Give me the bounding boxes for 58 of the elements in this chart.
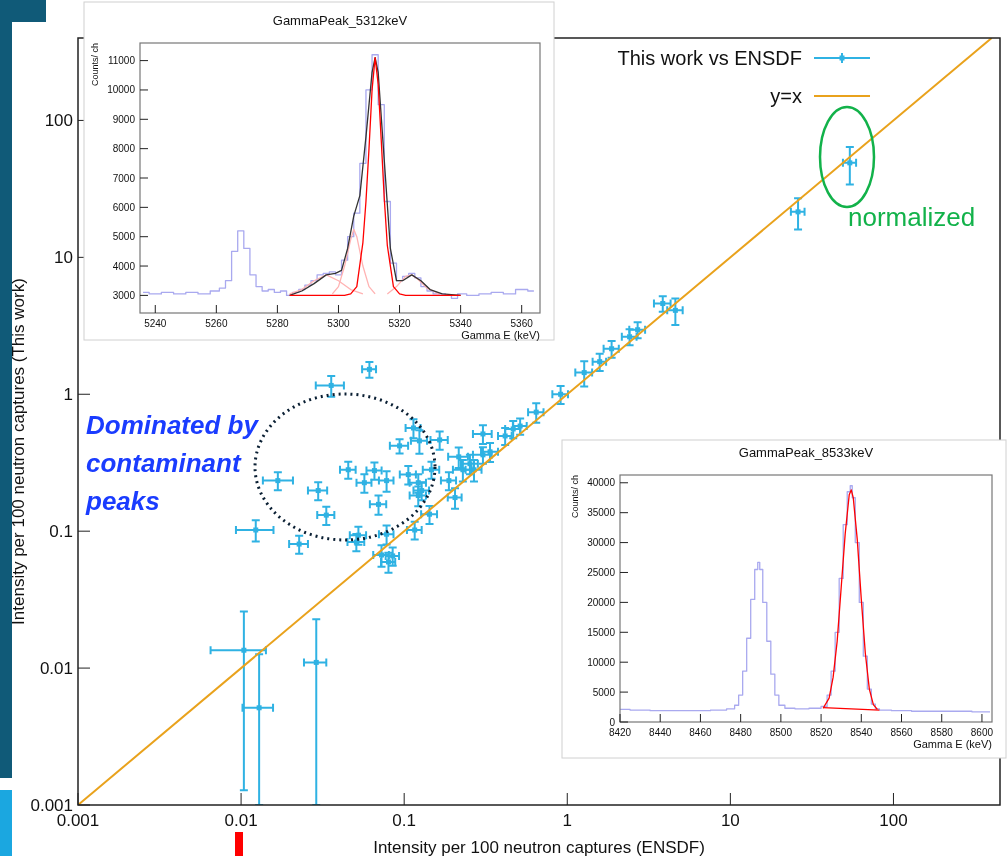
y-tick-label: 7000: [112, 172, 136, 184]
annotation: Dominated by contaminant peaks: [85, 410, 260, 516]
x-tick-label: 5320: [388, 318, 412, 329]
x-tick-label: 1: [562, 811, 573, 830]
x-tick-label: 5360: [510, 318, 534, 329]
y-tick-label: 10: [54, 248, 73, 268]
y-tick-label: 1: [63, 385, 73, 405]
y-tick-label: 15000: [587, 626, 616, 638]
x-tick-label: 5340: [449, 318, 473, 329]
y-tick-label: 40000: [587, 477, 616, 489]
x-tick-label: 8440: [649, 727, 672, 738]
y-tick-label: 9000: [112, 113, 136, 125]
legend-label: This work vs ENSDF: [617, 47, 802, 69]
y-tick-label: 5000: [592, 686, 616, 698]
y-tick-label: 5000: [112, 231, 136, 243]
y-tick-label: 6000: [112, 201, 136, 213]
y-axis-title: Counts/ ch: [570, 475, 580, 519]
x-tick-label: 8580: [930, 727, 954, 738]
x-tick-label: 5280: [266, 318, 289, 329]
y-tick-label: 0.01: [39, 659, 73, 679]
y-axis-title: Counts/ ch: [90, 43, 100, 87]
y-tick-label: 4000: [112, 260, 136, 272]
x-tick-label: 0.1: [392, 811, 417, 830]
y-tick-label: 0.001: [30, 795, 73, 815]
y-tick-label: 0: [609, 716, 616, 728]
annotation: normalized: [848, 202, 976, 232]
y-tick-label: 10000: [587, 656, 616, 668]
x-tick-label: 8540: [850, 727, 873, 738]
chart-title: GammaPeak_8533keV: [738, 445, 874, 460]
x-tick-label: 10: [720, 811, 740, 830]
x-tick-label: 5300: [327, 318, 351, 329]
x-tick-label: 8520: [809, 727, 833, 738]
x-tick-label: 8460: [689, 727, 712, 738]
x-tick-label: 8480: [729, 727, 753, 738]
y-tick-label: 20000: [587, 596, 616, 608]
y-tick-label: 10000: [107, 84, 136, 96]
y-tick-label: 30000: [587, 537, 616, 549]
x-tick-label: 8560: [890, 727, 914, 738]
x-tick-label: 5260: [205, 318, 228, 329]
y-axis-title: Intensity per 100 neutron captures (This work): [9, 278, 28, 625]
x-axis-title: Gamma E (keV): [913, 738, 992, 750]
y-tick-label: 0.1: [49, 522, 73, 542]
y-tick-label: 11000: [107, 55, 136, 67]
legend-label: y=x: [770, 85, 802, 107]
y-tick-label: 25000: [587, 566, 616, 578]
x-axis-title: Intensity per 100 neutron captures (ENSDF): [373, 838, 705, 856]
y-tick-label: 8000: [112, 143, 136, 155]
chart-title: GammaPeak_5312keV: [272, 13, 408, 28]
x-tick-label: 5240: [144, 318, 167, 329]
x-tick-label: 8600: [970, 727, 994, 738]
x-tick-label: 100: [879, 811, 908, 830]
x-tick-label: 8420: [608, 727, 632, 738]
x-tick-label: 8500: [769, 727, 793, 738]
y-tick-label: 3000: [112, 289, 136, 301]
x-tick-label: 0.01: [224, 811, 258, 830]
y-tick-label: 35000: [587, 507, 616, 519]
y-tick-label: 100: [44, 111, 73, 131]
x-axis-title: Gamma E (keV): [461, 329, 540, 341]
